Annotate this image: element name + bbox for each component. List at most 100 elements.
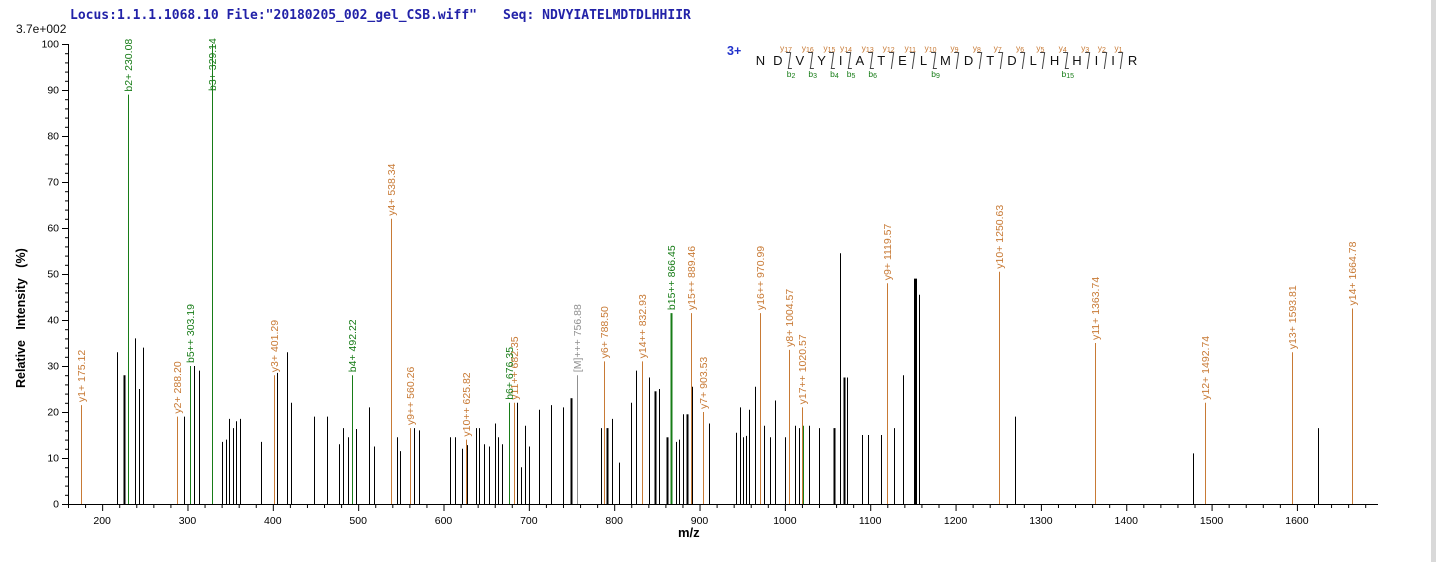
- peak-label: b15++ 866.45: [666, 245, 678, 310]
- b-ion-label: b2: [786, 69, 796, 80]
- series-b-ions: b2+ 230.08 b5++ 303.19 b3+ 329.14 b4+ 492.2…: [123, 38, 804, 504]
- residue-letter: H: [1072, 53, 1082, 68]
- residue-12: T: [984, 43, 997, 79]
- series-precursor: [M]+++ 756.88: [572, 304, 584, 504]
- residue-letter: M: [940, 53, 951, 68]
- x-tick-label: 400: [264, 515, 282, 527]
- precursor-charge-label: 3+: [727, 44, 742, 58]
- y-tick-label: 60: [47, 223, 59, 235]
- y-ion-label: y6: [1016, 43, 1025, 54]
- residue-1: N: [753, 43, 767, 79]
- peak-label: y12+ 1492.74: [1200, 336, 1212, 400]
- residue-letter: I: [838, 53, 843, 68]
- peak-label: b4+ 492.22: [347, 319, 359, 372]
- y-ion-label: y10: [924, 43, 937, 54]
- y-tick-label: 90: [47, 85, 59, 97]
- fragment-line: [999, 52, 1003, 69]
- residue-15: H: [1047, 43, 1061, 79]
- peak-label: y6+ 788.50: [599, 306, 611, 358]
- fragment-line: [1064, 52, 1068, 69]
- x-axis-tick-labels: 200 300 400 500 600 700 800 900 1000 1100 1200 1300…: [93, 515, 1308, 527]
- peak-label: y13+ 1593.81: [1287, 285, 1299, 349]
- fragment-divider-16: y3: [1081, 43, 1092, 79]
- y-tick-label: 30: [47, 361, 59, 373]
- b-ion-label: b6: [868, 69, 878, 80]
- peak-label: y9+ 1119.57: [882, 224, 894, 281]
- peak-label: y14+ 1664.78: [1347, 241, 1359, 305]
- x-tick-label: 1400: [1115, 515, 1139, 527]
- y-ion-label: y8: [972, 43, 981, 54]
- residue-letter: E: [898, 53, 907, 68]
- y-ion-label: y5: [1036, 43, 1045, 54]
- fragment-line: [831, 52, 835, 69]
- peak-label: y2+ 288.20: [172, 361, 184, 413]
- fragment-divider-12: y7: [994, 43, 1005, 79]
- y-axis-ticks: [62, 44, 68, 505]
- residue-letter: I: [1111, 53, 1115, 68]
- fragment-divider-15: y4 b15: [1059, 43, 1074, 80]
- residue-16: H: [1070, 43, 1084, 79]
- peak-label: y9++ 560.26: [405, 367, 417, 426]
- b-ion-label: b3: [808, 69, 818, 80]
- x-tick-label: 1200: [944, 515, 968, 527]
- peak-label: y15++ 889.46: [686, 246, 698, 310]
- y-ion-label: y13: [861, 43, 874, 54]
- residue-letter: D: [773, 53, 783, 68]
- fragment-divider-5: y14 b5: [840, 43, 856, 80]
- peak-label: y1+ 175.12: [76, 350, 88, 402]
- peak-label: b3+ 329.14: [207, 38, 219, 91]
- b-ion-label: b5: [846, 69, 856, 80]
- x-tick-label: 600: [435, 515, 453, 527]
- y-tick-label: 20: [47, 407, 59, 419]
- y-tick-label: 0: [53, 499, 59, 511]
- y-ion-label: y1: [1114, 43, 1123, 54]
- fragment-divider-8: y11: [905, 43, 917, 79]
- residue-9: L: [917, 43, 929, 79]
- axes: [68, 44, 1378, 505]
- residue-letter: L: [1029, 53, 1037, 68]
- x-axis-ticks: [68, 504, 1367, 511]
- x-tick-label: 1300: [1029, 515, 1053, 527]
- residue-6: A: [853, 43, 867, 79]
- x-axis-title: m/z: [678, 525, 700, 540]
- x-tick-label: 900: [691, 515, 709, 527]
- peak-label: y17++ 1020.57: [797, 334, 809, 404]
- y-ion-label: y12: [882, 43, 895, 54]
- fragment-line: [847, 52, 852, 69]
- fragment-divider-3: y16 b3: [802, 43, 818, 80]
- fragment-divider-10: y9: [950, 43, 961, 79]
- peak-label: b5++ 303.19: [185, 304, 197, 363]
- peak-label: y4+ 538.34: [386, 163, 398, 215]
- b-ion-label: b9: [931, 69, 940, 80]
- residue-3: V: [793, 43, 807, 79]
- residue-letter: T: [986, 53, 995, 68]
- x-tick-label: 1500: [1200, 515, 1224, 527]
- locus-file-text: Locus:1.1.1.1068.10 File:"20180205_002_g…: [70, 8, 477, 23]
- x-tick-label: 300: [179, 515, 197, 527]
- fragment-line: [869, 52, 873, 69]
- y-ion-label: y17: [780, 43, 793, 54]
- residue-19: R: [1125, 43, 1139, 79]
- fragment-divider-2: y17 b2: [780, 43, 796, 80]
- y-tick-label: 100: [41, 39, 59, 51]
- fragment-divider-17: y2: [1098, 43, 1109, 79]
- peak-label: b2+ 230.08: [123, 39, 135, 92]
- residue-11: D: [961, 43, 975, 79]
- x-tick-label: 800: [605, 515, 623, 527]
- fragment-line: [1120, 52, 1124, 69]
- series-y-ions: y1+ 175.12 y2+ 288.20 y3+ 401.29 y4+ 538.34…: [76, 163, 1359, 504]
- b-ion-label: b4: [830, 69, 839, 80]
- peak-label: y14++ 832.93: [637, 294, 649, 358]
- residue-2: D: [771, 43, 785, 79]
- residue-letter: V: [795, 53, 805, 68]
- y-tick-label: 10: [47, 453, 59, 465]
- x-tick-label: 200: [93, 515, 111, 527]
- y-ion-label: y3: [1081, 43, 1090, 54]
- residue-letter: Y: [817, 53, 826, 68]
- y-tick-label: 40: [47, 315, 59, 327]
- x-tick-label: 1100: [859, 515, 882, 527]
- fragment-divider-7: y12: [883, 43, 896, 79]
- residue-10: M: [938, 43, 954, 79]
- residue-letter: D: [1007, 53, 1017, 68]
